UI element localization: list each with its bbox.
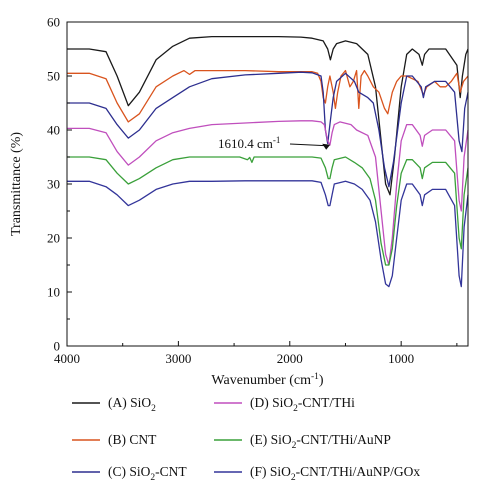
legend-label-e: (E) SiO2-CNT/THi/AuNP — [250, 432, 391, 451]
y-tick-label: 60 — [47, 15, 60, 30]
annotation-arrowhead — [322, 143, 331, 150]
y-axis-title: Transmittance (%) — [9, 132, 24, 236]
series-line-c — [67, 71, 469, 188]
axes: 0 10 20 30 40 50 60 4000 3000 2000 1000 Wavenumber … — [9, 15, 469, 388]
y-tick-label: 0 — [54, 339, 61, 354]
legend-label-f: (F) SiO2-CNT/THi/AuNP/GOx — [250, 464, 420, 483]
y-tick-label: 30 — [47, 177, 60, 192]
legend: (A) SiO2 (B) CNT (C) SiO2-CNT (D) SiO2-CNT/… — [72, 395, 420, 483]
y-tick-label: 50 — [47, 69, 60, 84]
x-tick-label: 3000 — [165, 351, 191, 366]
x-tick-label: 2000 — [277, 351, 303, 366]
series-line-a — [67, 35, 469, 196]
series-line-e — [67, 156, 469, 266]
x-tick-label: 4000 — [54, 351, 80, 366]
annotation-label: 1610.4 cm-1 — [218, 135, 280, 151]
y-tick-label: 10 — [47, 285, 60, 300]
legend-label-b: (B) CNT — [108, 432, 157, 447]
x-tick-label: 1000 — [388, 351, 414, 366]
legend-label-a: (A) SiO2 — [108, 395, 156, 414]
series-line-b — [67, 69, 469, 123]
series-line-f — [67, 180, 469, 288]
legend-label-d: (D) SiO2-CNT/THi — [250, 395, 355, 414]
plot-area — [67, 35, 469, 288]
y-tick-label: 40 — [47, 123, 60, 138]
x-axis-title: Wavenumber (cm-1) — [211, 372, 323, 388]
legend-label-c: (C) SiO2-CNT — [108, 464, 187, 483]
annotation-arrow — [289, 143, 328, 147]
y-tick-label: 20 — [47, 231, 60, 246]
series-line-d — [67, 120, 469, 266]
